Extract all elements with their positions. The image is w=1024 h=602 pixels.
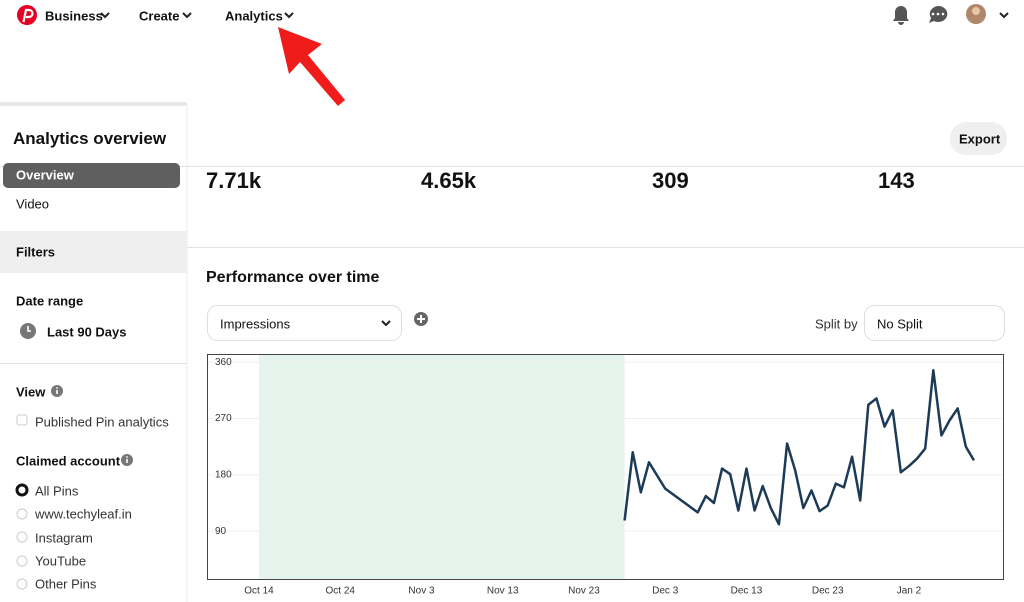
option[interactable]: www.techyleaf.in [35,506,132,522]
page-title: Analytics overview [13,129,167,148]
stat: 7.71k [206,168,262,193]
export-button[interactable] [950,122,1007,155]
nav-item[interactable]: Analytics [225,8,283,24]
y-tick-label: 270 [215,413,232,424]
split-dropdown[interactable] [864,305,1005,341]
stat: 309 [652,168,689,193]
radio[interactable] [16,508,28,520]
annotation-arrow [278,27,345,106]
x-tick-label: Jan 2 [897,586,922,597]
y-tick-label: 360 [215,357,232,368]
clock-hands [27,326,31,332]
radio[interactable] [16,578,28,590]
radio[interactable] [16,555,28,567]
info-icon[interactable] [121,454,133,466]
stat: 143 [878,168,915,193]
nav-item[interactable]: Business [45,8,103,24]
tab[interactable]: Video [16,196,50,212]
sidebar-shadow [0,102,187,106]
plus [417,315,425,323]
x-tick-label: Dec 3 [652,586,679,597]
x-tick-label: Dec 13 [731,586,763,597]
option[interactable]: YouTube [35,553,87,569]
x-tick-label: Oct 14 [244,586,274,597]
bell-icon[interactable] [893,6,909,25]
tab[interactable]: Overview [16,167,74,183]
option[interactable]: Other Pins [35,576,97,592]
avatar-face [972,7,980,15]
y-tick-label: 90 [215,526,227,537]
section-label: Date range [16,293,84,309]
radio-selected[interactable] [15,483,29,497]
dot [936,12,940,16]
x-tick-label: Dec 23 [812,586,844,597]
metric-dropdown[interactable] [207,305,402,341]
x-tick-label: Oct 24 [326,586,356,597]
highlight-range [258,354,625,580]
date-range[interactable]: Last 90 Days [47,324,127,340]
data-line [623,369,976,526]
logo-mark [22,8,34,23]
info-icon[interactable] [51,385,63,397]
x-tick-label: Nov 23 [568,586,600,597]
checkbox[interactable] [16,414,28,426]
stat: 4.65k [421,168,477,193]
section-label: Filters [16,244,56,260]
plot-frame [207,354,1004,580]
chevron [100,12,1009,19]
nav-item[interactable]: Create [139,8,180,24]
y-tick-label: 180 [215,469,232,480]
section-label: Claimed account [16,453,121,469]
option[interactable]: All Pins [35,483,79,499]
dot [941,12,945,16]
split-value[interactable]: No Split [877,316,923,332]
overview-pill [3,163,180,188]
filters-band [0,231,187,273]
radio[interactable] [16,531,28,543]
option[interactable]: Instagram [35,530,93,546]
dot [931,12,935,16]
logo[interactable] [17,5,37,25]
option[interactable]: Published Pin analytics [35,414,169,430]
export-label[interactable]: Export [959,131,1001,147]
chart-title: Performance over time [206,269,380,286]
metric-label[interactable]: Impressions [220,316,291,332]
split-label: Split by [815,316,858,332]
section-label: View [16,384,46,400]
x-tick-label: Nov 3 [408,586,435,597]
x-tick-label: Nov 13 [487,586,519,597]
